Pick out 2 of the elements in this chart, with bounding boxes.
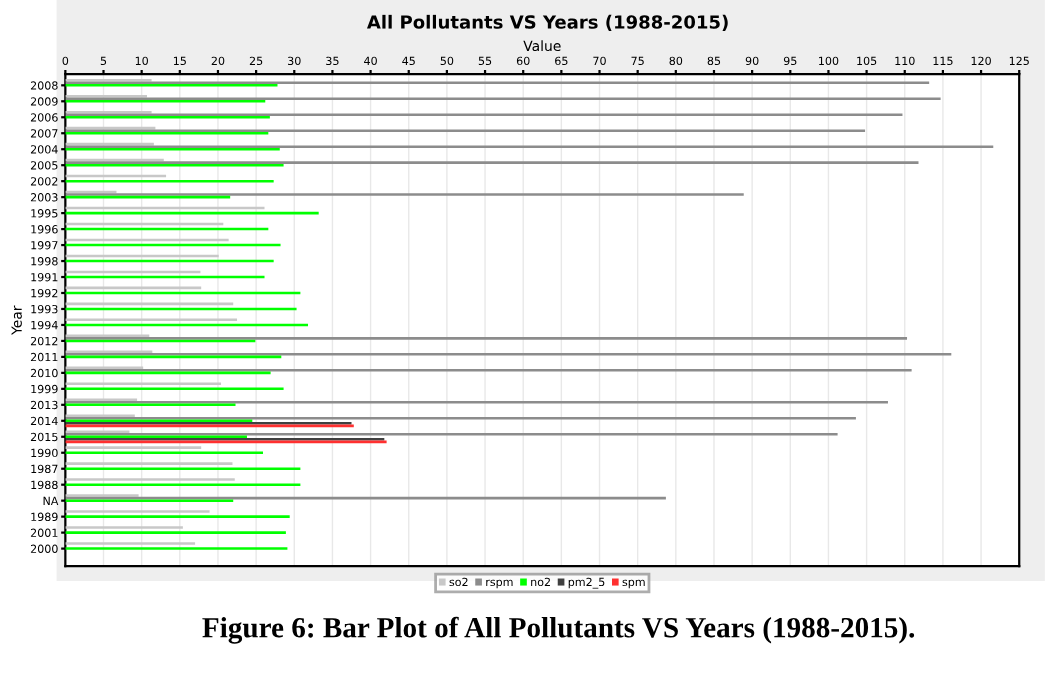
caption: Figure 6: Bar Plot of All Pollutants VS Years (1988-2015).: [202, 616, 915, 644]
chart-title: All Pollutants VS Years (1988-2015): [366, 14, 728, 31]
